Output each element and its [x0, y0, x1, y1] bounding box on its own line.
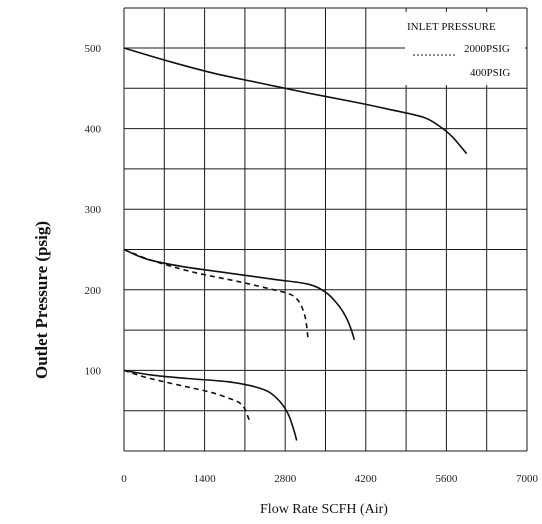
- flow-curve-solid-0: [123, 47, 468, 155]
- y-axis-title: Outlet Pressure (psig): [32, 221, 51, 379]
- grid: [123, 7, 528, 452]
- x-axis-title: Flow Rate SCFH (Air): [260, 502, 388, 517]
- legend-title: INLET PRESSURE: [407, 21, 496, 33]
- legend-label-dashed: 2000PSIG: [464, 43, 510, 55]
- curves: [123, 47, 468, 441]
- legend: INLET PRESSURE 2000PSIG 400PSIG: [405, 12, 525, 85]
- legend-box: [405, 12, 525, 85]
- y-tick-label: 400: [85, 124, 102, 136]
- x-tick-label: 1400: [194, 473, 217, 485]
- y-tick-label: 200: [85, 285, 102, 297]
- x-tick-label: 0: [121, 473, 127, 485]
- x-tick-label: 2800: [274, 473, 297, 485]
- flow-curve-dashed-2: [123, 248, 309, 341]
- y-tick-label: 500: [85, 43, 102, 55]
- x-tick-label: 7000: [516, 473, 539, 485]
- y-tick-label: 100: [85, 365, 102, 377]
- x-tick-label: 5600: [435, 473, 458, 485]
- flow-curve-solid-1: [123, 248, 356, 341]
- flow-curve-solid-3: [123, 369, 298, 441]
- legend-label-solid: 400PSIG: [470, 67, 510, 79]
- y-tick-label: 300: [85, 204, 102, 216]
- tick-labels: 0 1400 2800 4200 5600 7000 100 200 300 400 500: [85, 43, 539, 485]
- x-tick-label: 4200: [355, 473, 378, 485]
